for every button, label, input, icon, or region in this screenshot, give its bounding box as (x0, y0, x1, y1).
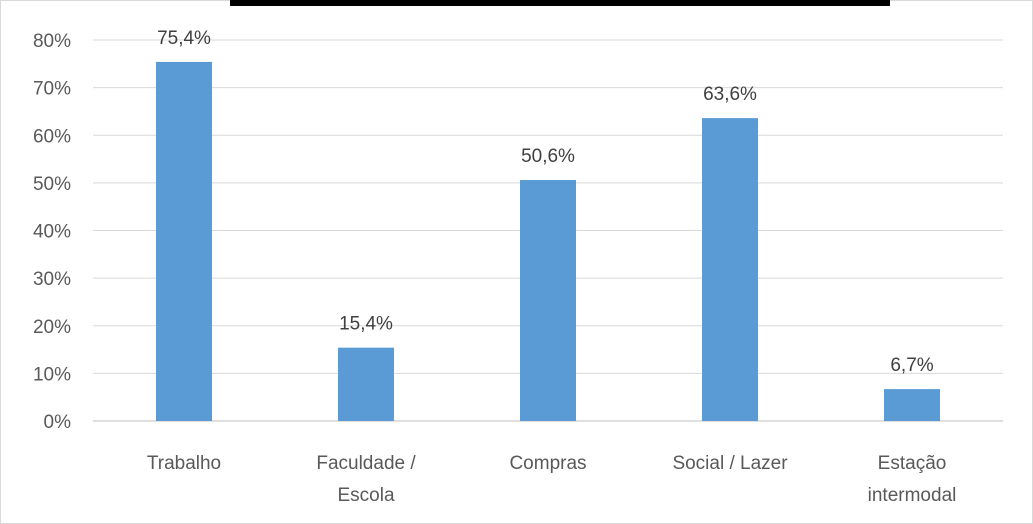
x-category-label: Faculdade / (316, 453, 416, 474)
y-tick-label: 80% (33, 31, 71, 52)
bar (156, 61, 212, 421)
bar (884, 389, 940, 421)
data-label: 63,6% (703, 84, 757, 105)
y-tick-label: 60% (33, 126, 71, 147)
bar (702, 118, 758, 421)
bars (156, 61, 940, 421)
x-category-label: Estação (878, 453, 947, 474)
y-tick-label: 70% (33, 79, 71, 100)
y-tick-label: 10% (33, 364, 71, 385)
x-axis-categories: Trabalho Faculdade / Escola Compras Social /… (147, 453, 957, 506)
bar (520, 180, 576, 421)
data-label: 75,4% (157, 28, 211, 49)
y-axis-ticks: 0% 10% 20% 30% 40% 50% 60% 70% 80% (33, 31, 71, 433)
x-category-label: Social / Lazer (672, 453, 788, 474)
y-tick-label: 30% (33, 269, 71, 290)
y-tick-label: 0% (44, 412, 72, 433)
x-category-label: Escola (337, 485, 394, 506)
x-category-label: intermodal (868, 485, 957, 506)
x-category-label: Trabalho (147, 453, 221, 474)
data-label: 50,6% (521, 146, 575, 167)
x-category-label: Compras (509, 453, 586, 474)
y-tick-label: 20% (33, 317, 71, 338)
cropped-title-bar (230, 0, 890, 6)
data-labels: 75,4% 15,4% 50,6% 63,6% 6,7% (157, 28, 934, 376)
data-label: 15,4% (339, 314, 393, 335)
bar (338, 347, 394, 421)
y-tick-label: 40% (33, 222, 71, 243)
y-tick-label: 50% (33, 174, 71, 195)
data-label: 6,7% (890, 355, 933, 376)
